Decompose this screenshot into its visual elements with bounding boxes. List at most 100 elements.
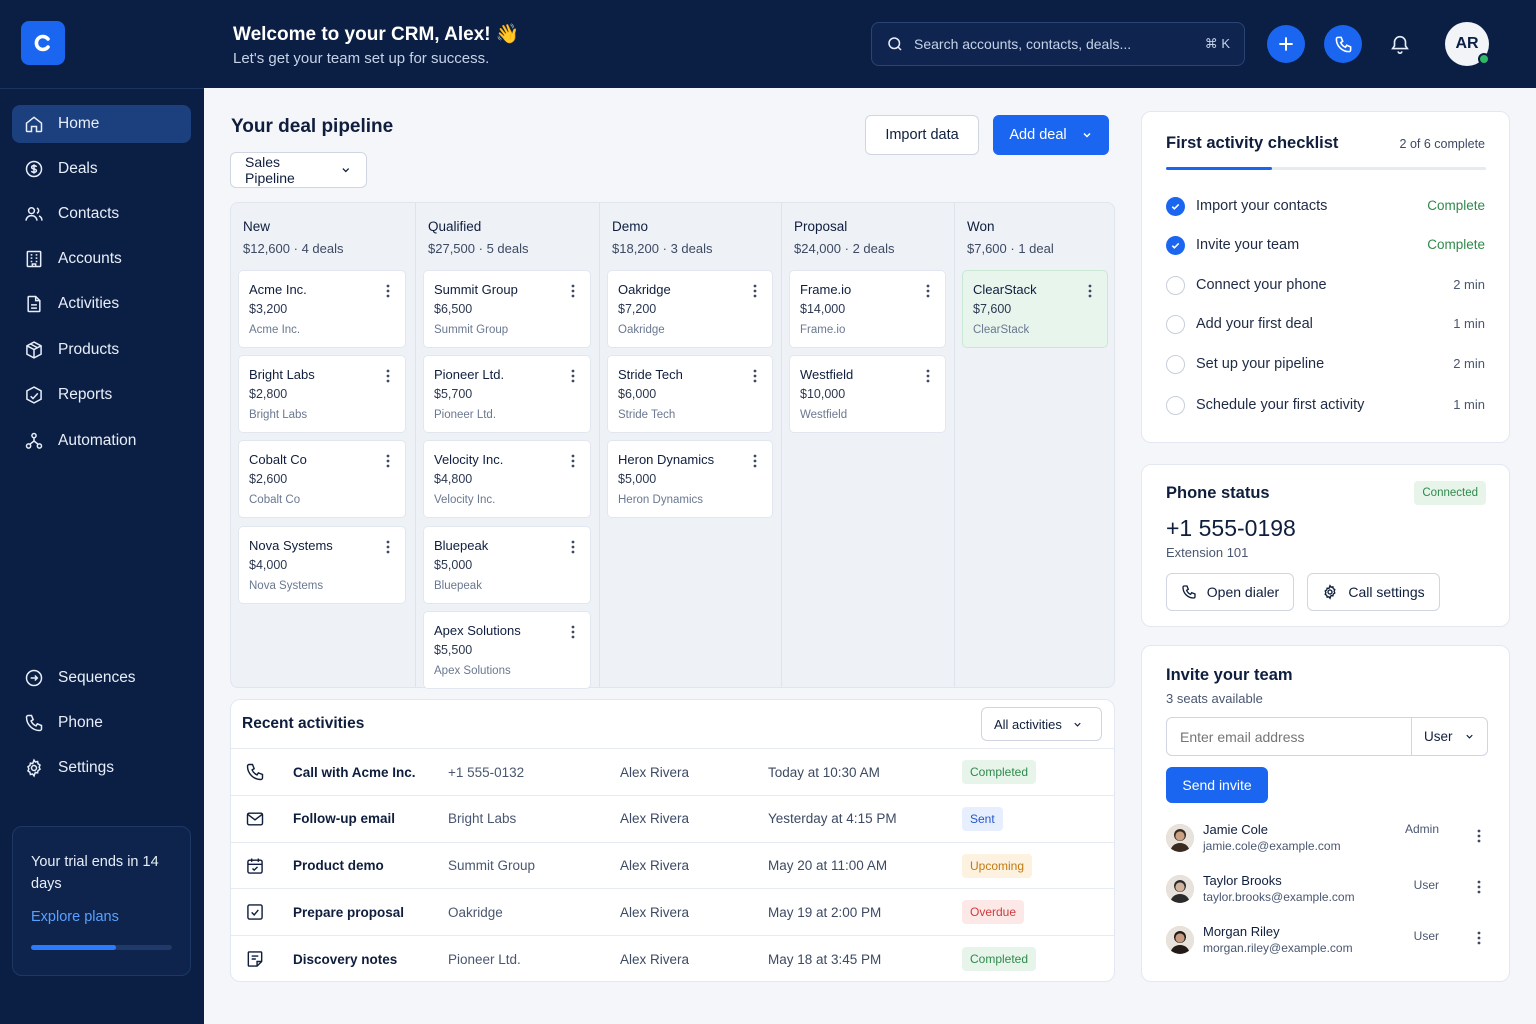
more-vertical-icon[interactable] [566, 539, 580, 555]
create-button[interactable] [1267, 25, 1305, 63]
activities-filter[interactable]: All activities [981, 707, 1102, 741]
deal-card[interactable]: Bright Labs $2,800 Bright Labs [238, 355, 406, 434]
deal-card[interactable]: ClearStack $7,600 ClearStack [962, 270, 1108, 348]
more-vertical-icon[interactable] [748, 368, 762, 384]
more-vertical-icon[interactable] [381, 539, 395, 555]
checklist-item[interactable]: Connect your phone [1166, 274, 1466, 296]
sidebar-item-home[interactable]: Home [12, 105, 191, 143]
checklist-item-label: Invite your team [1196, 237, 1300, 253]
activity-row[interactable]: Prepare proposal Oakridge Alex Rivera May 1… [231, 888, 1114, 935]
sidebar-item-deals[interactable]: Deals [12, 150, 191, 188]
sidebar-item-settings[interactable]: Settings [12, 749, 191, 787]
send-invite-button[interactable]: Send invite [1166, 767, 1268, 803]
sidebar-item-accounts[interactable]: Accounts [12, 240, 191, 278]
checklist-item[interactable]: Add your first deal [1166, 313, 1466, 335]
checked-circle-icon[interactable] [1166, 235, 1185, 255]
checklist-item[interactable]: Schedule your first activity [1166, 394, 1466, 416]
more-vertical-icon[interactable] [1472, 930, 1486, 946]
activity-title: Call with Acme Inc. [293, 764, 416, 780]
deal-card[interactable]: Frame.io $14,000 Frame.io [789, 270, 946, 348]
more-vertical-icon[interactable] [566, 453, 580, 469]
notifications-button[interactable] [1381, 25, 1419, 63]
deal-name: ClearStack [973, 282, 1037, 297]
add-deal-label: Add deal [1009, 127, 1067, 143]
global-search[interactable]: ⌘ K [871, 22, 1245, 66]
sidebar-item-contacts[interactable]: Contacts [12, 195, 191, 233]
checklist-item[interactable]: Invite your team [1166, 234, 1466, 256]
activity-row[interactable]: Call with Acme Inc. +1 555-0132 Alex River… [231, 748, 1114, 795]
more-vertical-icon[interactable] [1083, 283, 1097, 299]
more-vertical-icon[interactable] [381, 453, 395, 469]
phone-icon [25, 714, 43, 732]
sidebar-item-sequences[interactable]: Sequences [12, 659, 191, 697]
more-vertical-icon[interactable] [921, 368, 935, 384]
search-input[interactable] [914, 36, 1184, 52]
separator-dot: · [475, 241, 487, 256]
column-count: 5 deals [486, 241, 529, 256]
deal-card[interactable]: Apex Solutions $5,500 Apex Solutions [423, 610, 591, 689]
team-member-row: Morgan Riley morgan.riley@example.com User [1166, 924, 1486, 960]
sidebar-item-activities[interactable]: Activities [12, 285, 191, 323]
more-vertical-icon[interactable] [566, 368, 580, 384]
column-name: New [243, 219, 271, 234]
deal-amount: $7,200 [618, 302, 657, 316]
more-vertical-icon[interactable] [1472, 879, 1486, 895]
app-logo[interactable] [21, 21, 65, 65]
deal-card[interactable]: Bluepeak $5,000 Bluepeak [423, 525, 591, 604]
explore-plans-link[interactable]: Explore plans [31, 909, 119, 925]
activity-row[interactable]: Product demo Summit Group Alex Rivera May 2… [231, 841, 1114, 889]
checklist-item-status: Complete [1427, 237, 1485, 252]
more-vertical-icon[interactable] [566, 283, 580, 299]
sidebar-item-phone[interactable]: Phone [12, 704, 191, 742]
empty-circle-icon[interactable] [1166, 395, 1185, 415]
more-vertical-icon[interactable] [1472, 828, 1486, 844]
user-avatar[interactable]: AR [1445, 22, 1490, 66]
deal-card[interactable]: Stride Tech $6,000 Stride Tech [607, 355, 773, 434]
deal-card[interactable]: Nova Systems $4,000 Nova Systems [238, 525, 406, 604]
deal-card[interactable]: Westfield $10,000 Westfield [789, 355, 946, 434]
checked-circle-icon[interactable] [1166, 196, 1185, 216]
deal-card[interactable]: Oakridge $7,200 Oakridge [607, 270, 773, 348]
more-vertical-icon[interactable] [748, 453, 762, 469]
deal-card[interactable]: Cobalt Co $2,600 Cobalt Co [238, 440, 406, 519]
checklist-item[interactable]: Set up your pipeline [1166, 353, 1466, 375]
import-data-button[interactable]: Import data [865, 115, 979, 155]
activity-related: Pioneer Ltd. [448, 951, 521, 967]
more-vertical-icon[interactable] [748, 283, 762, 299]
phone-connected-badge: Connected [1414, 481, 1486, 505]
open-dialer-button[interactable]: Open dialer [1166, 573, 1294, 611]
add-deal-button[interactable]: Add deal [993, 115, 1109, 155]
sidebar-item-reports[interactable]: Reports [12, 376, 191, 414]
deal-card[interactable]: Velocity Inc. $4,800 Velocity Inc. [423, 440, 591, 519]
seats-available: 3 seats available [1166, 691, 1263, 706]
sidebar-item-automation[interactable]: Automation [12, 422, 191, 460]
deal-name: Pioneer Ltd. [434, 367, 505, 383]
activity-time: May 20 at 11:00 AM [768, 858, 888, 874]
invite-role-select[interactable]: User [1411, 718, 1487, 755]
activity-row[interactable]: Discovery notes Pioneer Ltd. Alex Rivera Ma… [231, 935, 1114, 982]
sidebar-item-products[interactable]: Products [12, 331, 191, 369]
more-vertical-icon[interactable] [381, 368, 395, 384]
activity-row[interactable]: Follow-up email Bright Labs Alex Rivera Yes… [231, 794, 1114, 842]
invite-email-input[interactable] [1167, 718, 1411, 755]
gear-icon [1324, 584, 1336, 600]
call-settings-button[interactable]: Call settings [1307, 573, 1440, 611]
checklist-item[interactable]: Import your contacts [1166, 195, 1466, 217]
deal-company: Nova Systems [249, 579, 324, 592]
deal-card[interactable]: Heron Dynamics $5,000 Heron Dynamics [607, 440, 773, 519]
activity-owner: Alex Rivera [620, 764, 690, 780]
more-vertical-icon[interactable] [566, 624, 580, 640]
deal-card[interactable]: Summit Group $6,500 Summit Group [423, 270, 591, 348]
empty-circle-icon[interactable] [1166, 354, 1185, 374]
empty-circle-icon[interactable] [1166, 314, 1185, 334]
more-vertical-icon[interactable] [381, 283, 395, 299]
deal-card[interactable]: Acme Inc. $3,200 Acme Inc. [238, 270, 406, 348]
deal-card[interactable]: Pioneer Ltd. $5,700 Pioneer Ltd. [423, 355, 591, 434]
column-total: $24,000 [794, 241, 841, 256]
empty-circle-icon[interactable] [1166, 275, 1185, 295]
call-button[interactable] [1324, 25, 1362, 63]
phone-extension: Extension 101 [1166, 545, 1249, 560]
avatar-initials: AR [1455, 35, 1479, 52]
more-vertical-icon[interactable] [921, 283, 935, 299]
pipeline-select[interactable]: Sales Pipeline [230, 152, 367, 188]
